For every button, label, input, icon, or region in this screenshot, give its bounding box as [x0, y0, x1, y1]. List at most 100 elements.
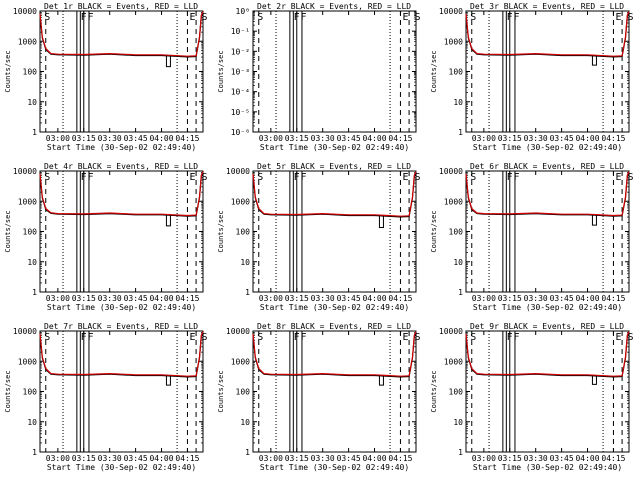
flag-label: S — [202, 172, 208, 183]
series-lld — [465, 11, 630, 57]
x-tick-label: 03:15 — [285, 454, 309, 463]
series-events — [39, 331, 204, 378]
series-lld — [465, 331, 630, 377]
y-tick-label: 10000 — [13, 167, 37, 176]
y-tick-label: 100 — [449, 228, 464, 237]
plot-frame — [252, 10, 417, 133]
flag-label: S — [470, 332, 476, 343]
flag-label: F — [514, 332, 520, 343]
y-axis-label: Counts/sec — [4, 370, 12, 412]
x-tick-label: 04:15 — [388, 454, 412, 463]
panel-title: Det 6r BLACK = Events, RED = LLD — [470, 162, 624, 171]
panel-det-8: Det 8r BLACK = Events, RED = LLD 1 10 100 10… — [217, 322, 421, 472]
x-tick-label: 03:30 — [311, 454, 335, 463]
flag-label: E — [189, 172, 195, 183]
series-lld — [252, 331, 417, 377]
y-tick-label: 1000 — [444, 357, 463, 366]
series-events — [465, 11, 630, 58]
x-axis-label: Start Time (30-Sep-02 02:49:40) — [47, 303, 196, 312]
series-events — [39, 11, 204, 58]
x-tick-label: 03:30 — [524, 134, 548, 143]
x-tick-label: 03:00 — [46, 134, 70, 143]
plot-frame — [39, 330, 204, 453]
flag-label: E — [402, 12, 408, 23]
panel-title: Det 7r BLACK = Events, RED = LLD — [44, 322, 198, 331]
x-tick-label: 04:00 — [362, 454, 386, 463]
x-tick-label: 03:30 — [311, 294, 335, 303]
series-lld — [465, 171, 630, 217]
panel-det-3: Det 3r BLACK = Events, RED = LLD 1 10 100 10… — [430, 2, 634, 152]
y-tick-label: 10 — [27, 258, 37, 267]
panel-title: Det 9r BLACK = Events, RED = LLD — [470, 322, 624, 331]
x-tick-label: 04:00 — [149, 454, 173, 463]
x-tick-label: 03:00 — [472, 294, 496, 303]
panel-det-4: Det 4r BLACK = Events, RED = LLD 1 10 100 10… — [4, 162, 208, 312]
series-dip — [591, 215, 597, 226]
x-tick-label: 03:45 — [124, 454, 148, 463]
flag-label: E — [189, 12, 195, 23]
y-tick-label: 10000 — [226, 327, 250, 336]
x-tick-label: 04:15 — [175, 294, 199, 303]
x-tick-label: 03:45 — [337, 294, 361, 303]
x-tick-label: 04:15 — [388, 294, 412, 303]
y-tick-label: 10⁻² — [231, 47, 250, 56]
x-tick-label: 03:00 — [472, 454, 496, 463]
flag-label: S — [44, 12, 50, 23]
y-tick-label: 10 — [453, 418, 463, 427]
panel-det-6: Det 6r BLACK = Events, RED = LLD 1 10 100 10… — [430, 162, 634, 312]
flag-label: E — [189, 332, 195, 343]
x-tick-label: 03:30 — [524, 454, 548, 463]
series-events — [39, 171, 204, 217]
flag-label: S — [257, 172, 263, 183]
y-tick-label: 1000 — [18, 357, 37, 366]
flag-label: F — [294, 172, 300, 183]
flag-label: F — [88, 172, 94, 183]
y-axis-label: Counts/sec — [217, 370, 225, 412]
panel-det-2: Det 2r BLACK = Events, RED = LLD 10⁻⁶ 10⁻⁵… — [217, 2, 421, 152]
x-axis-label: Start Time (30-Sep-02 02:49:40) — [47, 143, 196, 152]
flag-label: F — [507, 172, 513, 183]
y-tick-label: 1000 — [231, 197, 250, 206]
flag-label: F — [81, 12, 87, 23]
y-tick-label: 10 — [240, 418, 250, 427]
panel-title: Det 2r BLACK = Events, RED = LLD — [257, 2, 411, 11]
y-axis-label: Counts/sec — [4, 50, 12, 92]
x-tick-label: 03:30 — [98, 454, 122, 463]
x-tick-label: 04:00 — [149, 294, 173, 303]
plot-frame — [252, 170, 417, 293]
y-axis-label: Counts/sec — [217, 50, 225, 92]
flag-label: F — [294, 12, 300, 23]
y-tick-label: 10 — [240, 258, 250, 267]
plot-frame — [39, 170, 204, 293]
plot-frame — [465, 330, 630, 453]
x-tick-label: 03:15 — [498, 294, 522, 303]
flag-label: S — [257, 332, 263, 343]
panel-det-1: Det 1r BLACK = Events, RED = LLD 1 10 100 10… — [4, 2, 208, 152]
x-tick-label: 03:30 — [311, 134, 335, 143]
flag-label: F — [294, 332, 300, 343]
panel-det-5: Det 5r BLACK = Events, RED = LLD 1 10 100 10… — [217, 162, 421, 312]
series-dip — [165, 215, 171, 227]
x-tick-label: 04:00 — [575, 454, 599, 463]
y-axis-label: Counts/sec — [217, 210, 225, 252]
flag-label: F — [81, 172, 87, 183]
x-tick-label: 04:15 — [601, 134, 625, 143]
flag-label: E — [402, 332, 408, 343]
y-axis-label: Counts/sec — [430, 210, 438, 252]
y-axis-label: Counts/sec — [430, 50, 438, 92]
y-tick-label: 100 — [23, 228, 38, 237]
y-tick-label: 100 — [236, 228, 251, 237]
flag-label: E — [615, 332, 621, 343]
x-axis-label: Start Time (30-Sep-02 02:49:40) — [260, 303, 409, 312]
plot-frame — [465, 10, 630, 133]
y-tick-label: 1 — [32, 128, 37, 137]
series-events — [252, 331, 417, 378]
x-tick-label: 03:45 — [550, 294, 574, 303]
y-axis-label: Counts/sec — [4, 210, 12, 252]
y-tick-label: 10000 — [439, 167, 463, 176]
x-axis-label: Start Time (30-Sep-02 02:49:40) — [260, 143, 409, 152]
flag-label: F — [301, 332, 307, 343]
x-tick-label: 03:30 — [98, 134, 122, 143]
flag-label: S — [44, 332, 50, 343]
y-tick-label: 1 — [32, 288, 37, 297]
